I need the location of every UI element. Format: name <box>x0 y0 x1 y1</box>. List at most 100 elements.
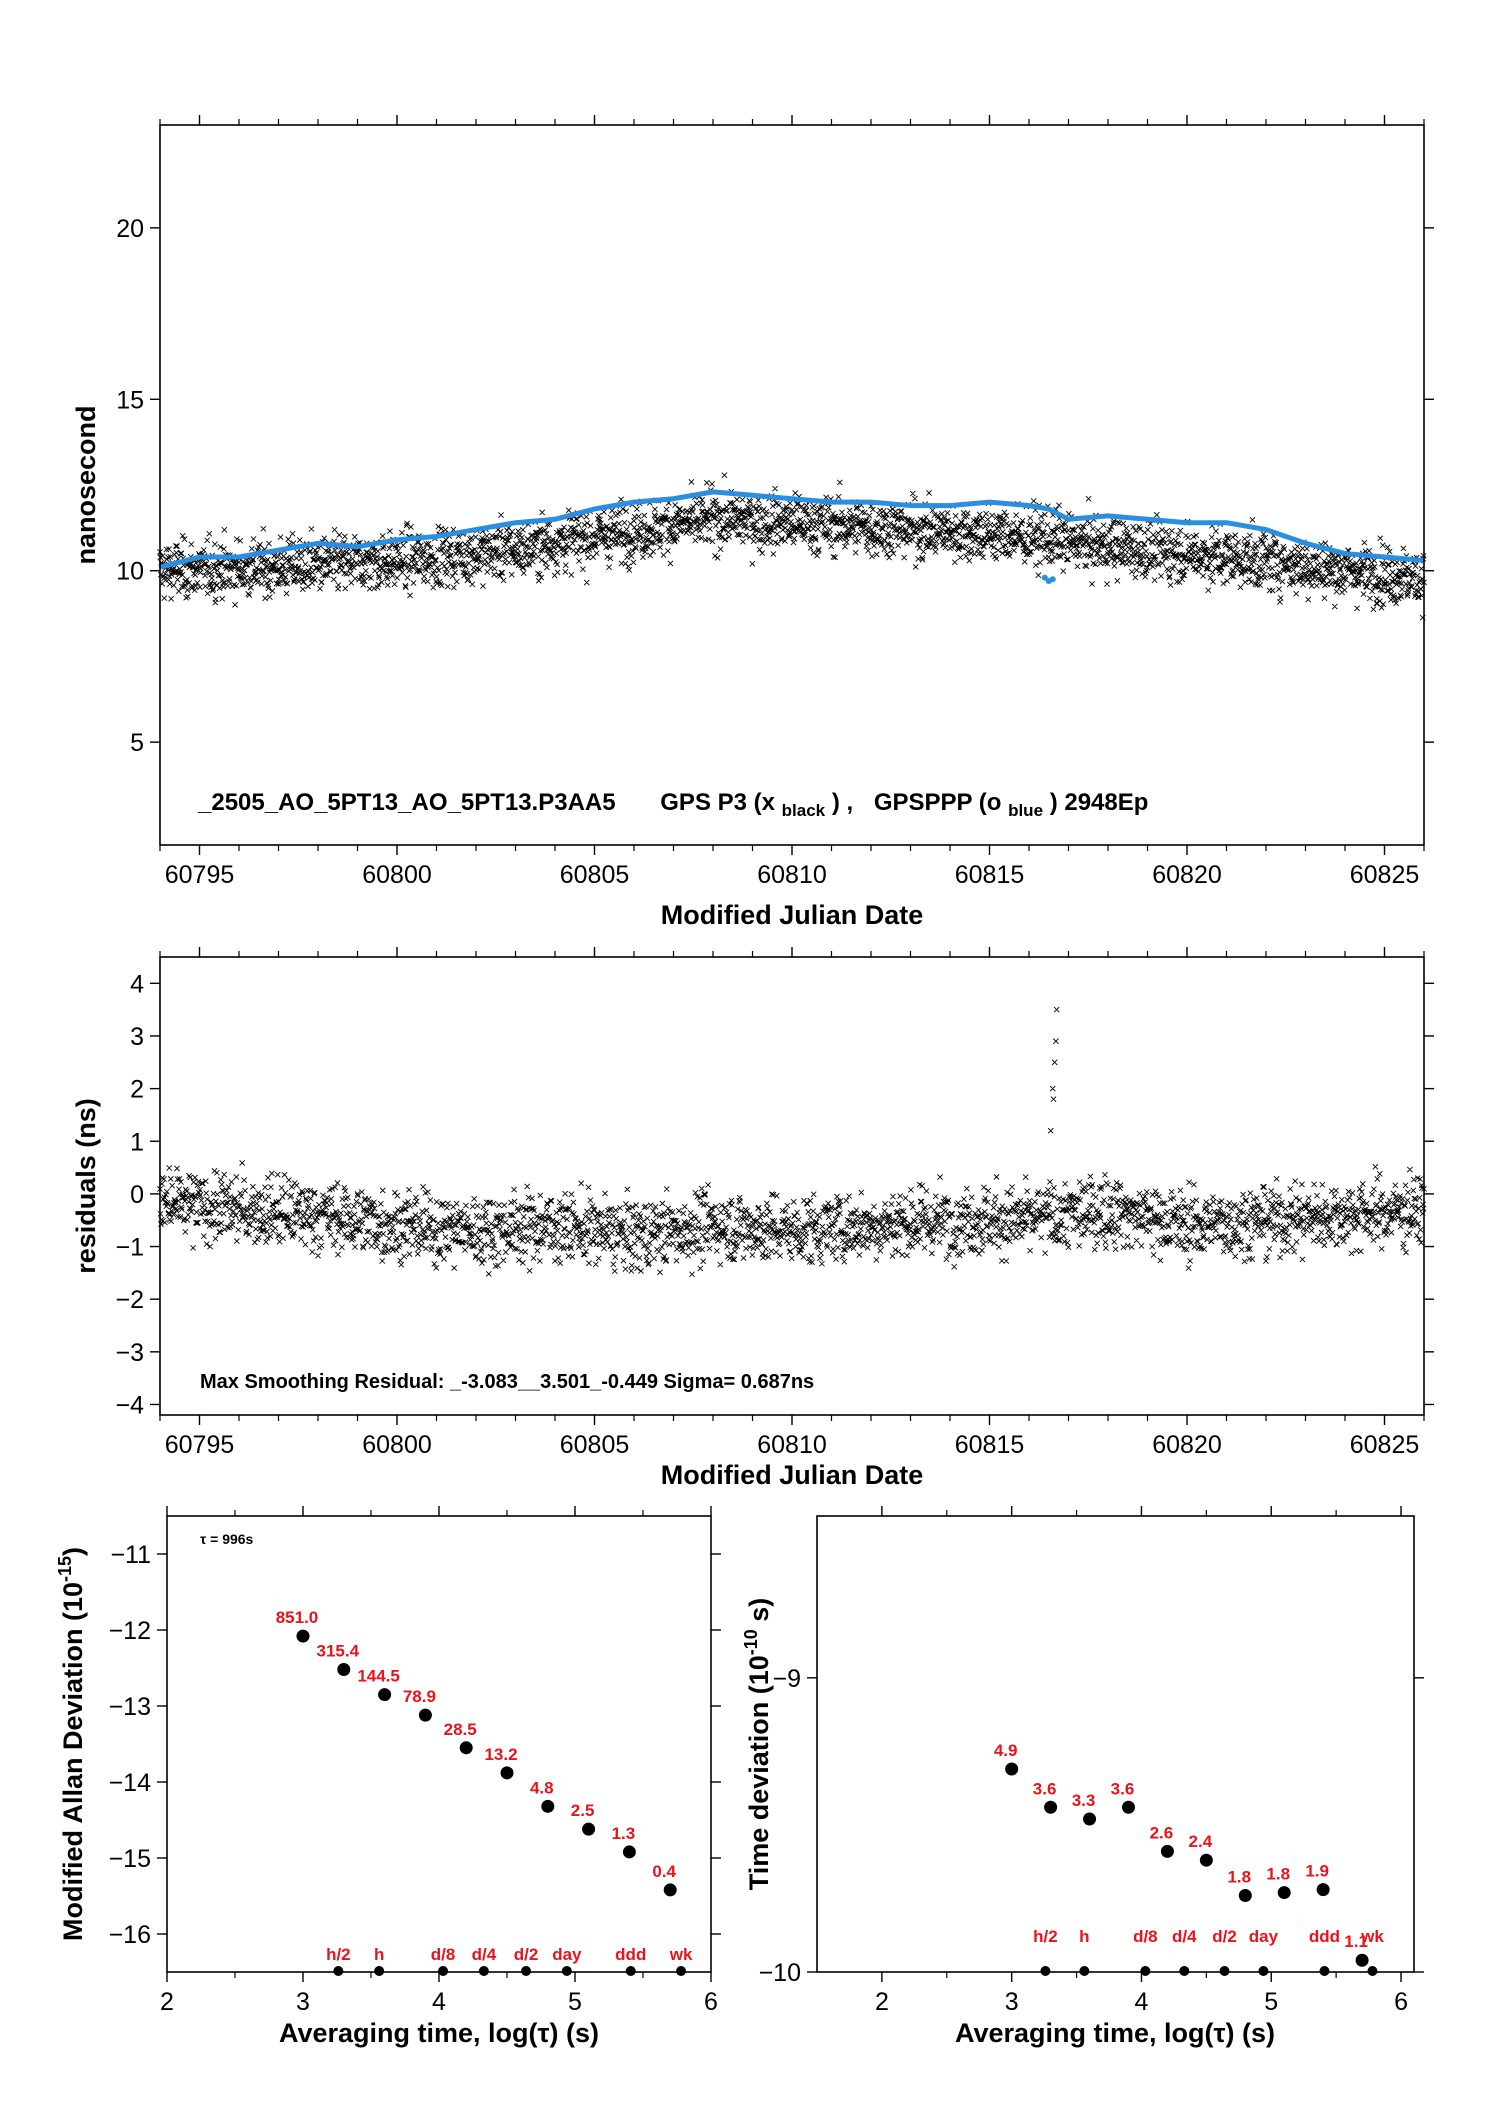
allan-point <box>459 1741 473 1755</box>
allan-point-label: 144.5 <box>357 1667 400 1686</box>
timeseries-x-tick-label: 60825 <box>1350 861 1420 889</box>
tdev-x-axis-title: Averaging time, log(τ) (s) <box>955 2018 1275 2048</box>
allan-point <box>622 1845 636 1859</box>
tdev-interval-marker <box>1219 1966 1230 1976</box>
allan-y-tick-label: −12 <box>109 1617 151 1645</box>
timeseries-ppp-line <box>159 489 1425 570</box>
allan-axes: 2 3 4 5 6 −16 −15 −14 −13 −12 −11 <box>109 1506 721 2016</box>
tdev-x-tick-label: 3 <box>1005 1988 1019 2016</box>
caption-gps-p3-sub: black <box>782 801 826 820</box>
residuals-x-tick-label: 60795 <box>165 1431 235 1459</box>
allan-interval-label: h <box>374 1945 384 1964</box>
residuals-y-tick-label: 2 <box>130 1076 144 1104</box>
residuals-y-tick-label: −3 <box>115 1339 144 1367</box>
timeseries-y-tick-label: 15 <box>116 386 144 414</box>
residuals-axes: 60795 60800 60805 60810 60815 60820 60825 −4 −3 −… <box>115 947 1434 1459</box>
allan-interval-marker <box>676 1966 687 1976</box>
allan-y-tick-label: −11 <box>110 1541 151 1569</box>
allan-point-label: 315.4 <box>317 1642 360 1661</box>
residuals-y-tick-label: 4 <box>130 970 144 998</box>
allan-y-tick-label: −14 <box>109 1769 152 1797</box>
tdev-point <box>1083 1812 1097 1826</box>
allan-point <box>378 1688 392 1702</box>
timeseries-plot-area <box>157 472 1427 621</box>
allan-x-tick-label: 2 <box>160 1988 174 2016</box>
tdev-interval-label: d/2 <box>1212 1927 1237 1946</box>
allan-point-label: 28.5 <box>444 1720 477 1739</box>
allan-interval-label: h/2 <box>326 1945 351 1964</box>
allan-interval-label: d/2 <box>514 1945 539 1964</box>
residuals-panel: 60795 60800 60805 60810 60815 60820 60825 −4 −3 −… <box>71 947 1434 1490</box>
allan-interval-label: ddd <box>615 1945 646 1964</box>
tdev-interval-label: d/4 <box>1172 1927 1197 1946</box>
tdev-y-axis-title: Time deviation (10-10 s) <box>741 1598 774 1891</box>
residuals-frame <box>159 956 1425 1416</box>
caption-gpsppp-sub: blue <box>1008 801 1043 820</box>
timeseries-x-tick-label: 60810 <box>757 861 827 889</box>
timeseries-x-tick-label: 60805 <box>560 861 630 889</box>
tdev-y-tick-label: −10 <box>759 1959 801 1987</box>
tdev-frame <box>816 1515 1415 1973</box>
timeseries-y-tick-label: 10 <box>116 558 144 586</box>
allan-y-axis-title-exp: -15 <box>55 1556 75 1582</box>
tdev-point <box>1044 1800 1058 1814</box>
tdev-x-tick-label: 5 <box>1264 1988 1278 2016</box>
allan-interval-label: d/8 <box>431 1945 456 1964</box>
allan-point-label: 851.0 <box>276 1608 319 1627</box>
tdev-point-label: 2.6 <box>1150 1823 1174 1842</box>
tdev-point-label: 1.8 <box>1266 1865 1290 1884</box>
tdev-point <box>1277 1886 1291 1900</box>
tdev-point <box>1005 1762 1019 1776</box>
allan-x-axis-title: Averaging time, log(τ) (s) <box>279 2018 599 2048</box>
allan-y-axis-title-tail: ) <box>58 1547 88 1556</box>
residuals-y-axis-title: residuals (ns) <box>71 1098 101 1274</box>
allan-x-tick-label: 3 <box>296 1988 310 2016</box>
allan-interval-label: wk <box>669 1945 693 1964</box>
allan-point-label: 78.9 <box>403 1687 436 1706</box>
allan-point-label: 2.5 <box>571 1801 595 1820</box>
tdev-interval-label: h <box>1079 1927 1089 1946</box>
allan-y-tick-label: −13 <box>109 1693 151 1721</box>
timeseries-y-axis-title: nanosecond <box>71 405 101 564</box>
allan-point <box>296 1629 310 1643</box>
tdev-point-label: 2.4 <box>1189 1832 1213 1851</box>
allan-point <box>541 1799 555 1813</box>
tdev-interval-label: ddd <box>1309 1927 1340 1946</box>
caption-gps-p3: GPS P3 (x <box>660 789 775 816</box>
tdev-interval-marker <box>1367 1966 1378 1976</box>
residuals-x-tick-label: 60800 <box>362 1431 432 1459</box>
allan-tau-note: τ = 996s <box>200 1531 254 1547</box>
residuals-plot-area <box>157 1006 1427 1278</box>
caption-sep: ) , <box>832 789 853 816</box>
timeseries-panel: 60795 60800 60805 60810 60815 60820 60825 5 10 15… <box>71 115 1434 930</box>
residuals-annotation: Max Smoothing Residual: _-3.083__3.501_-… <box>200 1371 814 1393</box>
allan-interval-marker <box>625 1966 636 1976</box>
allan-y-tick-label: −15 <box>109 1845 151 1873</box>
residuals-y-tick-label: 3 <box>130 1023 144 1051</box>
allan-frame <box>166 1515 712 1973</box>
tdev-x-tick-label: 2 <box>875 1988 889 2016</box>
tdev-x-tick-label: 4 <box>1135 1988 1149 2016</box>
tdev-interval-marker <box>1319 1966 1330 1976</box>
allan-point <box>500 1766 514 1780</box>
allan-point-label: 1.3 <box>612 1824 636 1843</box>
tdev-point <box>1238 1889 1252 1903</box>
allan-interval-marker <box>333 1966 344 1976</box>
caption-gpsppp: GPSPPP (o <box>874 789 1002 816</box>
timeseries-frame <box>159 124 1425 846</box>
tdev-y-axis-title-exp: -10 <box>741 1629 761 1655</box>
timeseries-y-tick-label: 5 <box>130 729 144 757</box>
residuals-x-axis-title: Modified Julian Date <box>661 1460 924 1490</box>
tdev-interval-label: h/2 <box>1033 1927 1058 1946</box>
allan-y-tick-label: −16 <box>109 1921 151 1949</box>
allan-interval-marker <box>521 1966 532 1976</box>
residuals-x-tick-label: 60825 <box>1350 1431 1420 1459</box>
allan-x-tick-label: 4 <box>432 1988 446 2016</box>
tdev-interval-marker <box>1079 1966 1090 1976</box>
residuals-y-tick-label: −2 <box>115 1286 144 1314</box>
residuals-y-tick-label: −4 <box>115 1391 144 1419</box>
tdev-point-label: 3.6 <box>1033 1779 1057 1798</box>
caption-filename: _2505_AO_5PT13_AO_5PT13.P3AA5 <box>197 789 616 816</box>
residuals-y-tick-label: −1 <box>115 1234 144 1262</box>
